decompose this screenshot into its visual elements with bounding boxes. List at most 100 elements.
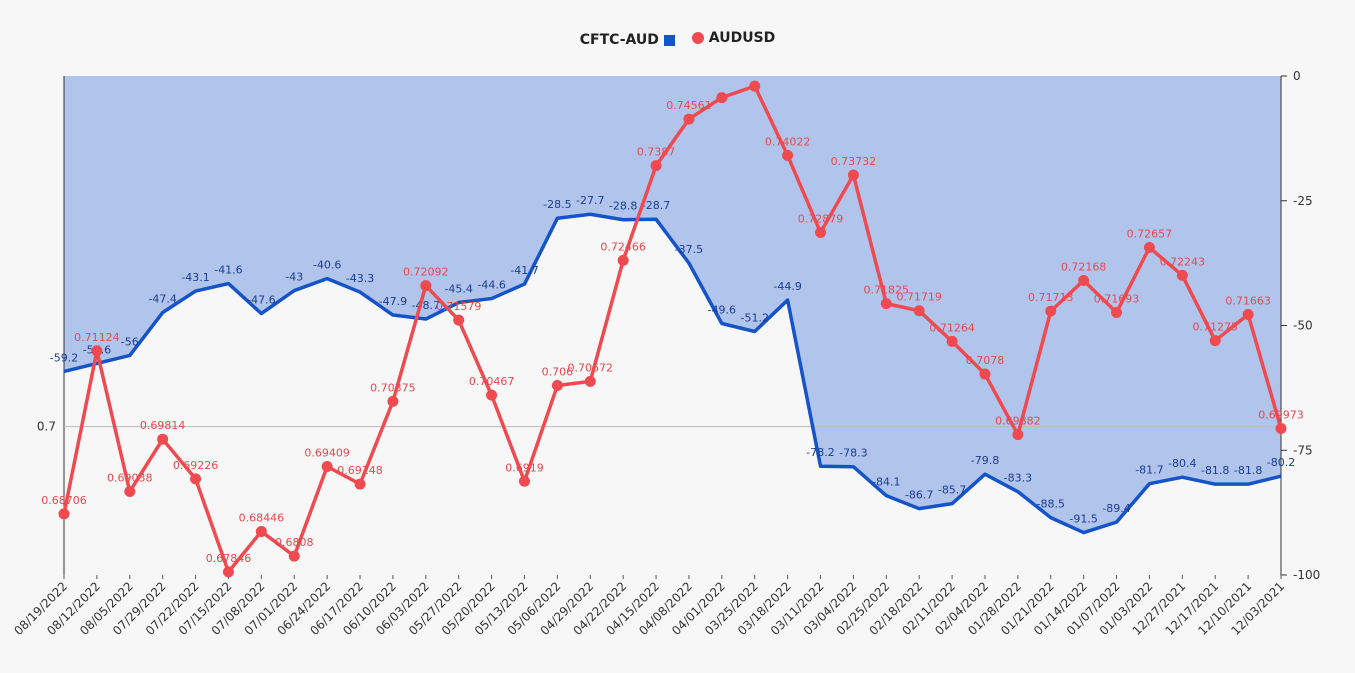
- audusd-point[interactable]: [650, 160, 662, 172]
- audusd-point[interactable]: [1176, 269, 1188, 281]
- audusd-point[interactable]: [683, 113, 695, 125]
- cftc-data-label: -84.1: [872, 476, 900, 489]
- cftc-data-label: -91.5: [1069, 513, 1097, 526]
- audusd-data-label: 0.71663: [1225, 295, 1271, 308]
- right-tick-label: 0: [1293, 69, 1301, 83]
- cftc-data-label: -47.4: [148, 293, 176, 306]
- audusd-point[interactable]: [1045, 305, 1057, 317]
- cftc-data-label: -89.4: [1102, 502, 1130, 515]
- audusd-data-label: 0.74022: [765, 135, 811, 148]
- audusd-point[interactable]: [551, 380, 563, 392]
- audusd-point[interactable]: [1242, 309, 1254, 321]
- cftc-data-label: -59.2: [50, 351, 78, 364]
- audusd-point[interactable]: [1078, 274, 1090, 286]
- cftc-data-label: -44.9: [773, 280, 801, 293]
- audusd-point[interactable]: [321, 461, 333, 473]
- audusd-data-label: 0.69226: [173, 459, 219, 472]
- cftc-data-label: -28.8: [609, 200, 637, 213]
- cftc-data-label: -49.6: [708, 304, 736, 317]
- left-tick-label: 0.7: [37, 420, 56, 434]
- audusd-point[interactable]: [1111, 306, 1123, 318]
- cftc-data-label: -85.7: [938, 484, 966, 497]
- audusd-point[interactable]: [157, 433, 169, 445]
- cftc-data-label: -86.7: [905, 489, 933, 502]
- cftc-data-label: -37.5: [675, 243, 703, 256]
- audusd-point[interactable]: [91, 345, 103, 357]
- legend-circle-icon: [691, 32, 704, 44]
- audusd-data-label: 0.7387: [637, 146, 676, 159]
- audusd-point[interactable]: [749, 80, 761, 92]
- audusd-point[interactable]: [880, 298, 892, 310]
- audusd-point[interactable]: [354, 478, 366, 490]
- audusd-data-label: 0.71825: [864, 284, 910, 297]
- audusd-point[interactable]: [815, 227, 827, 239]
- cftc-data-label: -27.7: [576, 194, 604, 207]
- audusd-point[interactable]: [486, 389, 498, 401]
- audusd-data-label: 0.72243: [1160, 255, 1206, 268]
- audusd-point[interactable]: [979, 368, 991, 380]
- audusd-point[interactable]: [453, 314, 465, 326]
- chart-legend: CFTC-AUD AUDUSD: [0, 30, 1355, 48]
- audusd-point[interactable]: [1209, 335, 1221, 347]
- audusd-series-line: [62, 84, 1283, 574]
- audusd-data-label: 0.72466: [600, 240, 646, 253]
- audusd-point[interactable]: [946, 335, 958, 347]
- cftc-data-label: -28.7: [642, 199, 670, 212]
- audusd-data-label: 0.71579: [436, 300, 482, 313]
- audusd-data-label: 0.73732: [831, 155, 877, 168]
- audusd-data-label: 0.706: [542, 366, 574, 379]
- audusd-point[interactable]: [913, 305, 925, 317]
- audusd-data-label: 0.70467: [469, 375, 515, 388]
- audusd-data-label: 0.70375: [370, 381, 416, 394]
- cftc-data-label: -43.1: [181, 271, 209, 284]
- legend-label-cftc: CFTC-AUD: [579, 32, 659, 48]
- cftc-data-label: -78.2: [806, 446, 834, 459]
- audusd-data-label: 0.69814: [140, 419, 186, 432]
- right-tick-label: -25: [1293, 194, 1313, 208]
- audusd-point[interactable]: [222, 566, 234, 578]
- cftc-data-label: -80.2: [1267, 456, 1295, 469]
- audusd-data-label: 0.68446: [239, 511, 285, 524]
- audusd-point[interactable]: [584, 375, 596, 387]
- audusd-point[interactable]: [847, 169, 859, 181]
- legend-item-cftc[interactable]: CFTC-AUD: [580, 32, 675, 48]
- audusd-point[interactable]: [518, 475, 530, 487]
- audusd-point[interactable]: [1143, 241, 1155, 253]
- audusd-point[interactable]: [1012, 429, 1024, 441]
- audusd-point[interactable]: [716, 92, 728, 104]
- audusd-data-label: 0.69973: [1258, 408, 1304, 421]
- audusd-data-label: 0.72092: [403, 266, 449, 279]
- cftc-data-label: -83.3: [1004, 472, 1032, 485]
- cftc-data-label: -81.7: [1135, 464, 1163, 477]
- audusd-point[interactable]: [288, 550, 300, 562]
- audusd-point[interactable]: [190, 473, 202, 485]
- audusd-point[interactable]: [782, 149, 794, 161]
- audusd-point[interactable]: [1275, 422, 1287, 434]
- cftc-data-label: -28.5: [543, 198, 571, 211]
- audusd-data-label: 0.71693: [1094, 292, 1140, 305]
- cftc-data-label: -44.6: [477, 279, 505, 292]
- audusd-data-label: 0.69148: [337, 464, 383, 477]
- cftc-data-label: -56: [121, 335, 139, 348]
- audusd-data-label: 0.72168: [1061, 260, 1107, 273]
- cftc-data-label: -45.4: [444, 283, 472, 296]
- cftc-area-fill: [64, 76, 1281, 533]
- legend-square-icon: [663, 34, 675, 46]
- audusd-point[interactable]: [255, 525, 267, 537]
- audusd-point[interactable]: [617, 254, 629, 266]
- audusd-data-label: 0.69038: [107, 472, 153, 485]
- cftc-data-label: -51.2: [740, 311, 768, 324]
- audusd-data-label: 0.67846: [206, 552, 252, 565]
- audusd-point[interactable]: [420, 280, 432, 292]
- audusd-data-label: 0.69409: [304, 447, 350, 460]
- right-tick-label: -100: [1293, 568, 1320, 582]
- audusd-data-label: 0.6919: [505, 461, 544, 474]
- cftc-data-label: -81.8: [1201, 464, 1229, 477]
- legend-item-audusd[interactable]: AUDUSD: [691, 30, 775, 46]
- audusd-point[interactable]: [58, 508, 70, 520]
- audusd-point[interactable]: [124, 486, 136, 498]
- audusd-data-label: 0.71264: [929, 321, 975, 334]
- audusd-point[interactable]: [387, 395, 399, 407]
- audusd-data-label: 0.7078: [966, 354, 1005, 367]
